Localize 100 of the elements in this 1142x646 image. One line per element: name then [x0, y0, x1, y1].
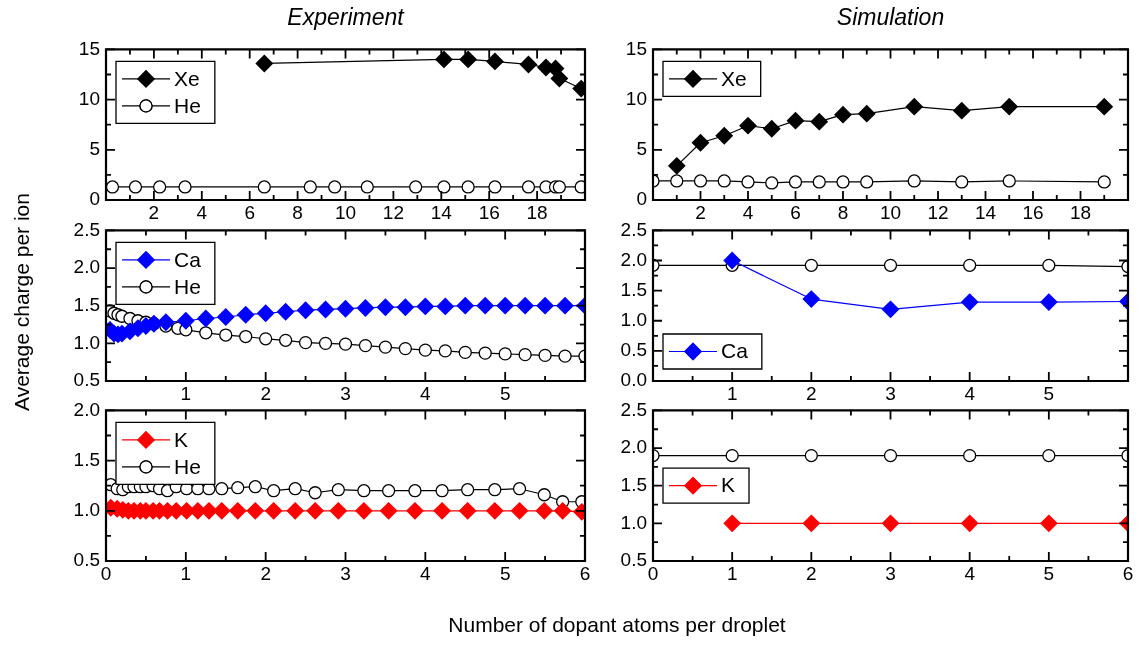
point: [278, 333, 293, 347]
point: [106, 180, 120, 194]
point: [318, 336, 333, 350]
y-tick-label: 0.5: [620, 339, 647, 361]
point: [338, 337, 353, 351]
point: [858, 105, 876, 123]
point: [538, 348, 552, 363]
y-tick-label: 0.0: [620, 369, 647, 391]
point: [459, 50, 477, 69]
point: [963, 258, 977, 272]
point: [231, 481, 245, 495]
point: [486, 502, 504, 520]
point: [518, 348, 532, 362]
y-tick-label: 15: [78, 37, 100, 59]
y-tick-label: 0.5: [73, 549, 100, 571]
y-tick-label: 15: [625, 37, 647, 59]
point: [303, 180, 317, 194]
point: [881, 300, 900, 318]
point: [416, 297, 434, 316]
x-tick-label: 18: [526, 201, 548, 223]
y-tick-label: 1.5: [73, 293, 100, 315]
point: [329, 502, 347, 520]
y-tick-label: 1.5: [620, 473, 647, 495]
point: [550, 69, 569, 88]
point: [435, 50, 453, 69]
point: [286, 502, 304, 520]
x-tick-label: 3: [340, 562, 351, 584]
point: [259, 332, 273, 346]
point: [516, 297, 534, 315]
point: [157, 313, 175, 331]
point: [177, 312, 195, 330]
point: [802, 290, 820, 308]
point: [521, 180, 536, 194]
point: [1002, 174, 1016, 188]
point: [1040, 293, 1058, 311]
legend-label: He: [174, 93, 201, 117]
point: [552, 180, 567, 194]
x-tick-label: 1: [180, 562, 192, 584]
point: [476, 297, 494, 315]
point: [458, 345, 472, 360]
point: [459, 502, 477, 520]
y-tick-label: 1.5: [620, 278, 647, 300]
point: [883, 258, 898, 272]
y-tick-label: 2.0: [620, 436, 647, 458]
x-tick-label: 4: [420, 382, 432, 404]
x-tick-label: 5: [499, 382, 511, 404]
legend-label: Xe: [721, 66, 747, 90]
point: [510, 502, 529, 520]
legend-label: He: [174, 274, 201, 298]
point: [316, 300, 335, 319]
legend-label: Ca: [174, 247, 202, 271]
point: [331, 483, 345, 497]
point: [953, 101, 971, 120]
point: [1095, 97, 1113, 116]
point: [519, 55, 538, 74]
point: [537, 488, 551, 502]
x-tick-label: 4: [742, 201, 754, 223]
point: [257, 180, 271, 194]
point: [308, 486, 322, 500]
x-tick-label: 4: [196, 201, 208, 223]
point: [488, 180, 502, 194]
point: [379, 502, 398, 520]
point: [907, 174, 921, 188]
point: [418, 343, 432, 357]
x-tick-label: 6: [579, 562, 591, 584]
point: [381, 484, 396, 498]
x-tick-label: 2: [260, 382, 271, 404]
point: [255, 54, 273, 73]
x-axis-title: Number of dopant atoms per droplet: [448, 613, 786, 637]
point: [691, 134, 710, 152]
y-tick-label: 2.0: [620, 248, 647, 270]
point: [436, 297, 454, 316]
x-tick-label: 2: [148, 201, 160, 223]
x-tick-label: 18: [1069, 201, 1092, 223]
y-tick-label: 1.0: [620, 511, 647, 533]
point: [153, 180, 167, 194]
x-tick-label: 5: [1043, 562, 1055, 584]
x-tick-label: 4: [420, 562, 432, 584]
point: [298, 335, 313, 350]
point: [1000, 97, 1018, 116]
point: [961, 293, 979, 311]
y-tick-label: 2.5: [73, 218, 100, 240]
point: [554, 502, 572, 520]
point: [765, 176, 779, 190]
point: [739, 117, 757, 135]
y-tick-label: 5: [636, 138, 647, 160]
point: [668, 157, 686, 175]
x-tick-label: 3: [340, 382, 351, 404]
point: [496, 297, 514, 315]
x-tick-label: 6: [244, 201, 255, 223]
point: [535, 502, 553, 520]
x-tick-label: 2: [806, 562, 817, 584]
point: [396, 298, 415, 316]
point: [237, 306, 255, 324]
point: [804, 258, 818, 272]
point: [398, 341, 413, 356]
point: [288, 482, 302, 496]
x-tick-label: 10: [334, 201, 357, 223]
point: [717, 174, 731, 188]
point: [178, 180, 192, 194]
